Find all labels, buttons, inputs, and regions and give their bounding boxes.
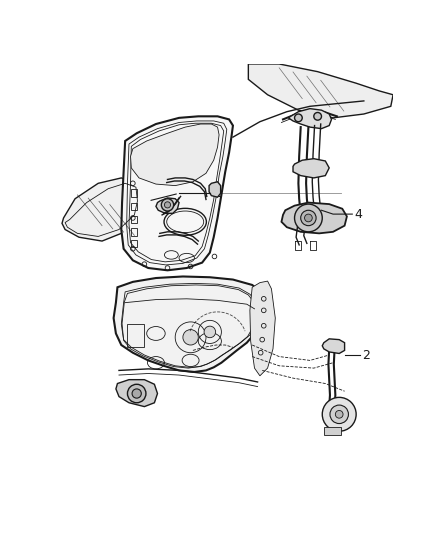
- Circle shape: [127, 384, 146, 403]
- Circle shape: [322, 398, 356, 431]
- Bar: [324, 427, 341, 435]
- Bar: [131, 203, 137, 210]
- Polygon shape: [156, 198, 179, 213]
- Polygon shape: [113, 277, 264, 372]
- Polygon shape: [121, 116, 233, 270]
- Circle shape: [336, 410, 343, 418]
- Circle shape: [132, 389, 141, 398]
- Circle shape: [164, 202, 170, 208]
- Text: 4: 4: [355, 208, 363, 221]
- Text: 1: 1: [214, 187, 222, 200]
- Circle shape: [161, 199, 173, 211]
- Polygon shape: [248, 64, 393, 118]
- Circle shape: [301, 210, 316, 225]
- Polygon shape: [209, 182, 221, 197]
- Circle shape: [314, 112, 321, 120]
- Circle shape: [183, 329, 198, 345]
- Circle shape: [330, 405, 349, 424]
- Polygon shape: [131, 124, 219, 185]
- Bar: [131, 189, 137, 197]
- Polygon shape: [322, 339, 345, 353]
- Circle shape: [294, 204, 322, 232]
- Circle shape: [304, 214, 312, 222]
- Bar: [127, 324, 144, 348]
- Bar: [131, 228, 137, 236]
- Polygon shape: [250, 281, 276, 376]
- Bar: [131, 216, 137, 223]
- Polygon shape: [293, 159, 329, 178]
- Polygon shape: [62, 178, 141, 241]
- Polygon shape: [288, 109, 332, 128]
- Circle shape: [294, 114, 302, 122]
- Text: 2: 2: [362, 349, 370, 361]
- Circle shape: [204, 326, 215, 338]
- Polygon shape: [282, 203, 347, 233]
- Polygon shape: [116, 379, 158, 407]
- Bar: [131, 239, 137, 247]
